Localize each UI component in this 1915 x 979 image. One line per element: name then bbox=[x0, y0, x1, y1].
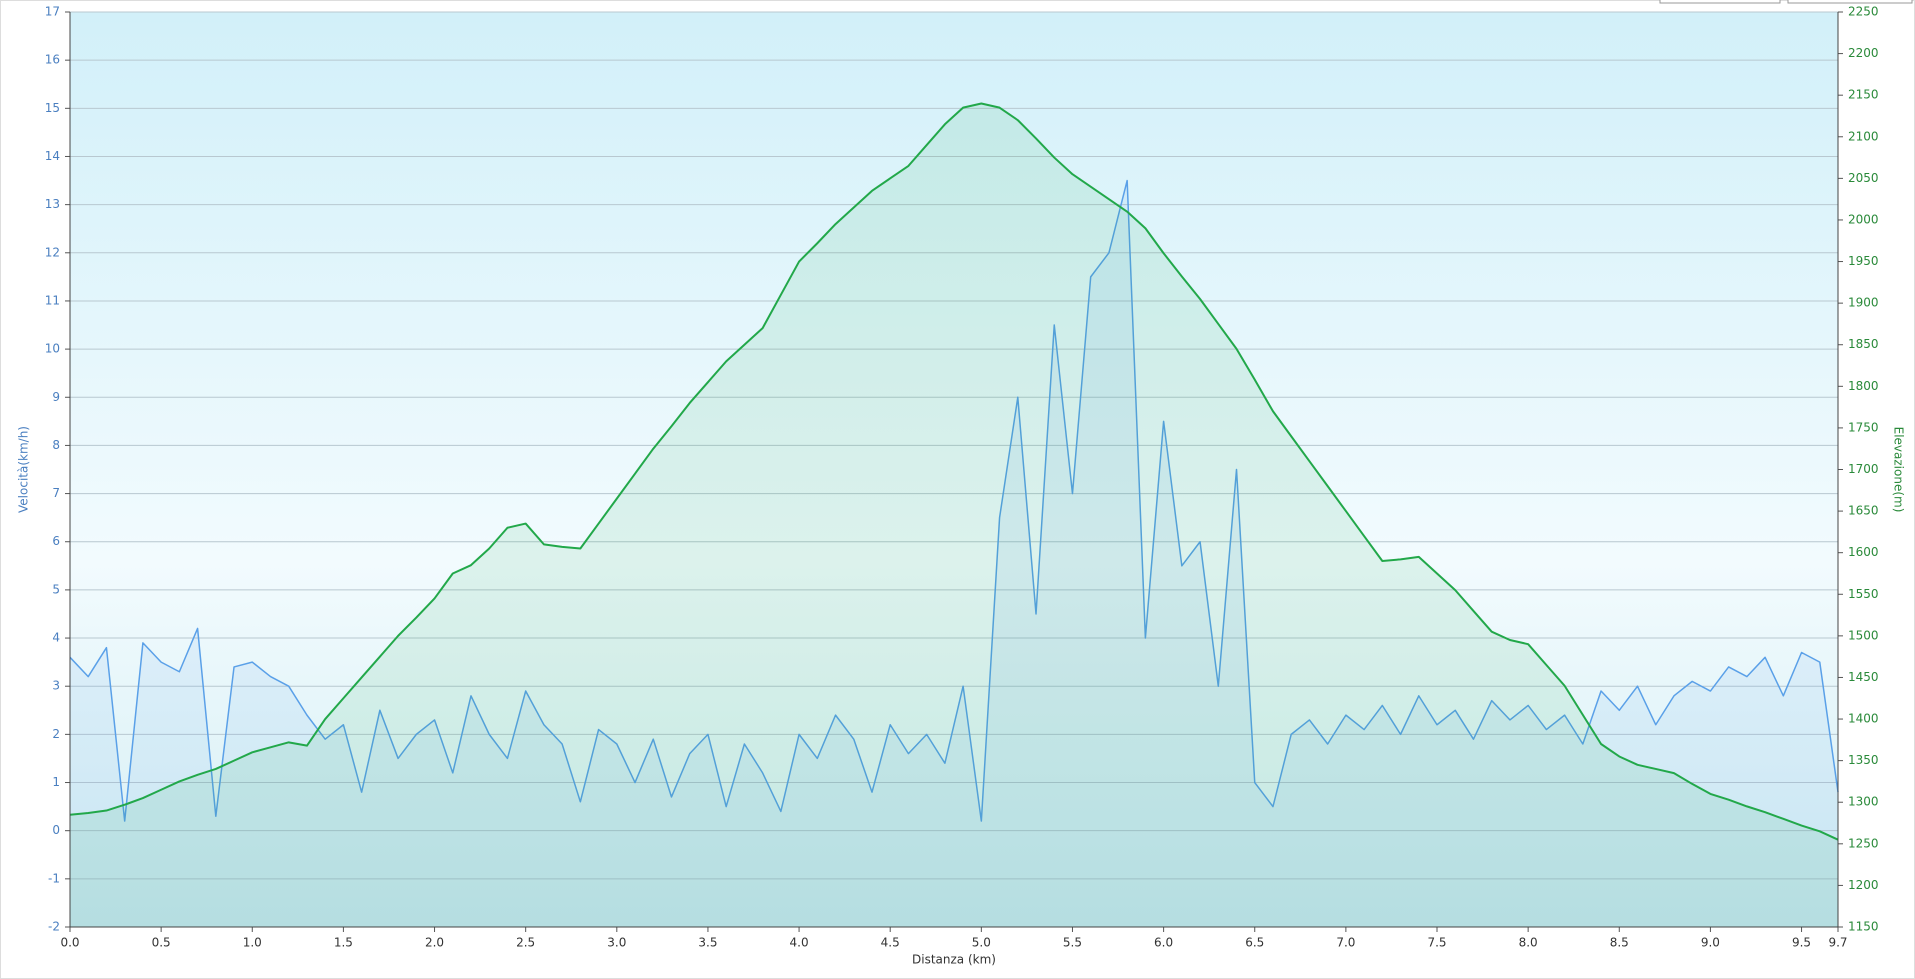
x-tick-label: 1.0 bbox=[243, 936, 262, 950]
x-tick-label: 6.0 bbox=[1154, 936, 1173, 950]
series-area bbox=[70, 180, 1838, 928]
y2-tick-label: 1200 bbox=[1848, 878, 1879, 892]
y2-tick-label: 1350 bbox=[1848, 753, 1879, 767]
series-line bbox=[69, 179, 1839, 822]
y-tick-label: 2 bbox=[52, 727, 60, 741]
y2-tick-label: 1600 bbox=[1848, 545, 1879, 559]
x-tick-label: 4.0 bbox=[790, 936, 809, 950]
y2-tick-label: 1650 bbox=[1848, 504, 1879, 518]
y2-tick-label: 2150 bbox=[1848, 88, 1879, 102]
x-tick-label: 8.5 bbox=[1610, 936, 1629, 950]
y2-tick-label: 2050 bbox=[1848, 171, 1879, 185]
y-tick-label: 8 bbox=[52, 438, 60, 452]
y-tick-label: -2 bbox=[48, 920, 60, 934]
y2-tick-label: 2200 bbox=[1848, 46, 1879, 60]
y-tick-label: 7 bbox=[52, 486, 60, 500]
y2-axis-label: Elevazione(m) bbox=[1892, 427, 1906, 513]
y-tick-label: 3 bbox=[52, 679, 60, 693]
y-axis-label: Velocità(km/h) bbox=[17, 426, 31, 513]
x-tick-label: 2.0 bbox=[425, 936, 444, 950]
y-tick-label: -1 bbox=[48, 871, 60, 885]
series-area bbox=[70, 103, 1838, 927]
x-tick-label: 1.5 bbox=[334, 936, 353, 950]
x-tick-label: 9.5 bbox=[1792, 936, 1811, 950]
x-tick-label: 5.0 bbox=[972, 936, 991, 950]
y2-tick-label: 1700 bbox=[1848, 462, 1879, 476]
x-tick-label: 3.0 bbox=[607, 936, 626, 950]
x-axis-label: Distanza (km) bbox=[912, 953, 996, 967]
y2-tick-label: 2250 bbox=[1848, 5, 1879, 19]
x-tick-label: 0.0 bbox=[60, 936, 79, 950]
y2-tick-label: 1750 bbox=[1848, 420, 1879, 434]
y-tick-label: 17 bbox=[45, 5, 60, 19]
x-tick-label: 0.5 bbox=[152, 936, 171, 950]
y2-tick-label: 1500 bbox=[1848, 628, 1879, 642]
x-tick-label: 2.5 bbox=[516, 936, 535, 950]
y2-tick-label: 2100 bbox=[1848, 129, 1879, 143]
y-tick-label: 12 bbox=[45, 245, 60, 259]
y-tick-label: 4 bbox=[52, 631, 60, 645]
x-tick-label: 7.0 bbox=[1336, 936, 1355, 950]
x-tick-label: 5.5 bbox=[1063, 936, 1082, 950]
plot-area bbox=[70, 12, 1838, 927]
y-tick-label: 5 bbox=[52, 582, 60, 596]
x-tick-label: 6.5 bbox=[1245, 936, 1264, 950]
y2-tick-label: 1900 bbox=[1848, 296, 1879, 310]
y2-tick-label: 1400 bbox=[1848, 712, 1879, 726]
x-tick-label: 9.0 bbox=[1701, 936, 1720, 950]
x-tick-label: 8.0 bbox=[1519, 936, 1538, 950]
y2-tick-label: 1950 bbox=[1848, 254, 1879, 268]
y-tick-label: 11 bbox=[45, 293, 60, 307]
y-tick-label: 0 bbox=[52, 823, 60, 837]
y2-tick-label: 1300 bbox=[1848, 795, 1879, 809]
y2-tick-label: 1850 bbox=[1848, 337, 1879, 351]
y-tick-label: 13 bbox=[45, 197, 60, 211]
y-tick-label: 1 bbox=[52, 775, 60, 789]
x-tick-label: 4.5 bbox=[881, 936, 900, 950]
y-tick-label: 14 bbox=[45, 149, 60, 163]
button[interactable] bbox=[1659, 0, 1781, 4]
y-tick-label: 10 bbox=[45, 342, 60, 356]
y2-tick-label: 1450 bbox=[1848, 670, 1879, 684]
x-tick-label: 7.5 bbox=[1427, 936, 1446, 950]
y2-tick-label: 1150 bbox=[1848, 920, 1879, 934]
y2-tick-label: 1800 bbox=[1848, 379, 1879, 393]
y-tick-label: 16 bbox=[45, 53, 60, 67]
series-line bbox=[69, 102, 1839, 841]
button[interactable] bbox=[1787, 0, 1913, 4]
x-tick-label: 3.5 bbox=[698, 936, 717, 950]
y-tick-label: 15 bbox=[45, 101, 60, 115]
y2-tick-label: 2000 bbox=[1848, 212, 1879, 226]
y2-tick-label: 1550 bbox=[1848, 587, 1879, 601]
x-tick-label: 9.7 bbox=[1828, 936, 1847, 950]
y-tick-label: 9 bbox=[52, 390, 60, 404]
y2-tick-label: 1250 bbox=[1848, 836, 1879, 850]
y-tick-label: 6 bbox=[52, 534, 60, 548]
